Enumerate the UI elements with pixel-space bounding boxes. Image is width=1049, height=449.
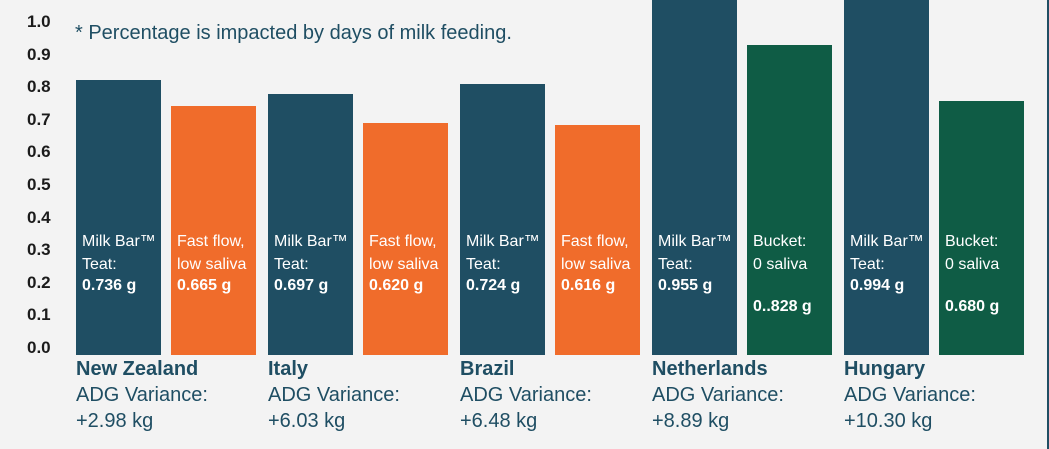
bar-value-label: 0..828 g	[753, 298, 812, 315]
bar-bucket: Bucket: 0 saliva 0..828 g	[747, 45, 832, 355]
group-label: Brazil ADG Variance: +6.48 kg	[460, 356, 592, 434]
group-label: New Zealand ADG Variance: +2.98 kg	[76, 356, 208, 434]
y-tick-label: 0.6	[27, 142, 51, 162]
variance-value: +6.48 kg	[460, 410, 538, 432]
group-name: Italy	[268, 358, 309, 380]
group-name: Netherlands	[652, 358, 768, 380]
bar-value-label: 0.680 g	[945, 298, 1000, 315]
group-label: Italy ADG Variance: +6.03 kg	[268, 356, 400, 434]
y-tick-label: 0.2	[27, 272, 51, 292]
bar-milk-bar: Milk Bar™ Teat: 0.955 g	[652, 0, 737, 355]
bar-label: Milk Bar™ Teat:	[82, 233, 156, 273]
variance-label: ADG Variance:	[268, 384, 400, 406]
bar-milk-bar: Milk Bar™ Teat: 0.994 g	[844, 0, 929, 355]
variance-label: ADG Variance:	[460, 384, 592, 406]
bar-value-label: 0.616 g	[561, 277, 616, 294]
group-name: New Zealand	[76, 358, 199, 380]
bar-fast-flow: Fast flow, low saliva 0.616 g	[555, 125, 640, 355]
variance-label: ADG Variance:	[844, 384, 976, 406]
bar-label: Milk Bar™ Teat:	[274, 233, 348, 273]
bar-value-label: 0.665 g	[177, 277, 232, 294]
y-tick-label: 0.5	[27, 175, 51, 194]
y-tick-label: 0.8	[27, 77, 51, 97]
y-tick-label: 0.7	[27, 109, 51, 129]
bar-label: Fast flow, low saliva	[369, 233, 439, 273]
bar-label: Fast flow, low saliva	[561, 233, 631, 273]
variance-value: +6.03 kg	[268, 410, 346, 432]
bar-value-label: 0.697 g	[274, 277, 329, 294]
bar-fast-flow: Fast flow, low saliva 0.620 g	[363, 123, 448, 355]
frame-border	[1047, 0, 1049, 449]
bar-milk-bar: Milk Bar™ Teat: 0.736 g	[76, 80, 161, 355]
chart-note: * Percentage is impacted by days of milk…	[75, 22, 512, 44]
y-tick-label: 1.0	[27, 12, 51, 31]
bar-label: Bucket: 0 saliva	[753, 233, 808, 273]
bar-milk-bar: Milk Bar™ Teat: 0.697 g	[268, 94, 353, 355]
y-tick-label: 0.4	[27, 207, 51, 227]
bar-value-label: 0.620 g	[369, 277, 424, 294]
variance-label: ADG Variance:	[652, 384, 784, 406]
bar-label: Milk Bar™ Teat:	[658, 233, 732, 273]
group-label: Hungary ADG Variance: +10.30 kg	[844, 356, 976, 434]
group-label: Netherlands ADG Variance: +8.89 kg	[652, 356, 784, 434]
bar-label: Milk Bar™ Teat:	[850, 233, 924, 273]
bar-milk-bar: Milk Bar™ Teat: 0.724 g	[460, 84, 545, 355]
variance-label: ADG Variance:	[76, 384, 208, 406]
group-name: Brazil	[460, 358, 515, 380]
bar-value-label: 0.736 g	[82, 277, 137, 294]
y-tick-label: 0.9	[27, 44, 51, 64]
bar-label: Milk Bar™ Teat:	[466, 233, 540, 273]
group-name: Hungary	[844, 358, 926, 380]
variance-value: +8.89 kg	[652, 410, 730, 432]
y-tick-label: 0.3	[27, 240, 51, 260]
y-tick-label: 0.1	[27, 305, 51, 325]
bar-value-label: 0.994 g	[850, 277, 905, 294]
bar-bucket: Bucket: 0 saliva 0.680 g	[939, 101, 1024, 355]
y-tick-label: 0.0	[27, 338, 51, 357]
bar-label: Fast flow, low saliva	[177, 233, 247, 273]
variance-value: +2.98 kg	[76, 410, 154, 432]
variance-value: +10.30 kg	[844, 410, 933, 432]
bar-label: Bucket: 0 saliva	[945, 233, 1000, 273]
bar-fast-flow: Fast flow, low saliva 0.665 g	[171, 106, 256, 355]
bar-value-label: 0.955 g	[658, 277, 713, 294]
bar-value-label: 0.724 g	[466, 277, 521, 294]
